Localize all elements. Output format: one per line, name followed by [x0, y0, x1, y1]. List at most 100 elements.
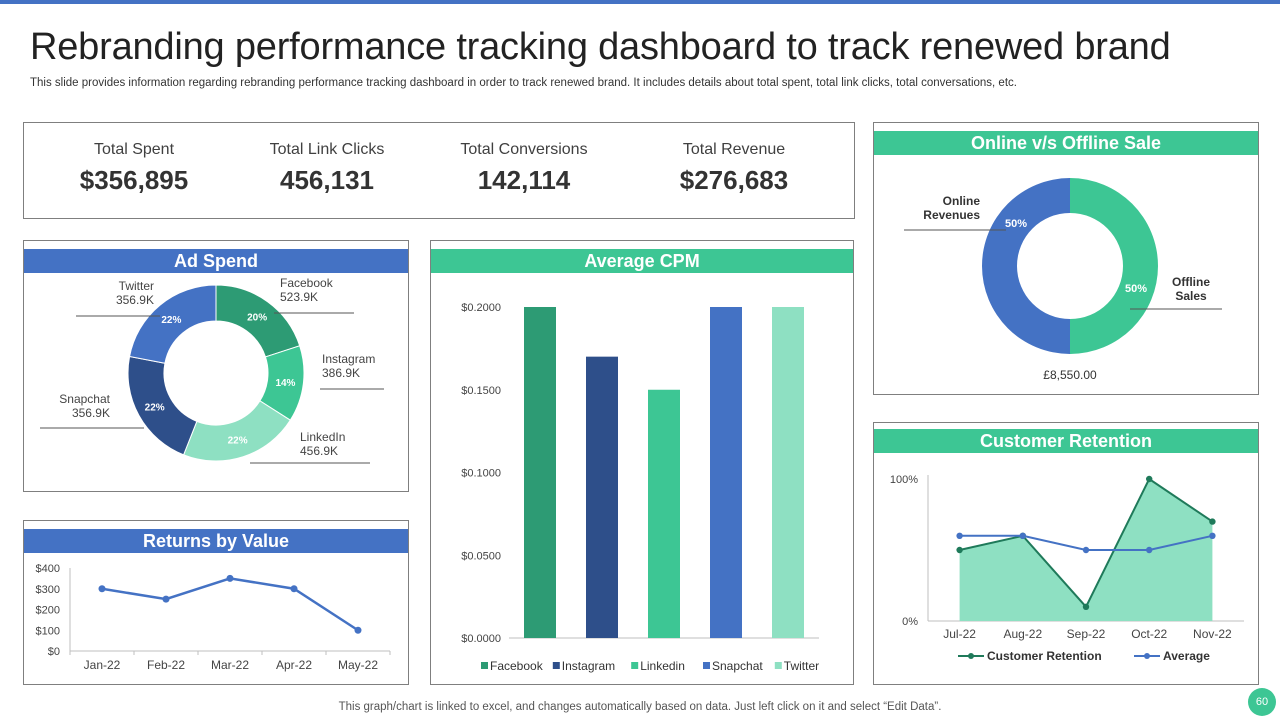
- top-accent-bar: [0, 0, 1280, 4]
- kpi-panel: Total Spent $356,895 Total Link Clicks 4…: [23, 122, 855, 219]
- kpi-value: 456,131: [280, 165, 374, 195]
- retention-y-tick-label: 0%: [902, 616, 918, 628]
- returns-x-tick-label: Apr-22: [276, 658, 312, 672]
- returns-point: [290, 585, 298, 593]
- ad-spend-panel: Ad Spend 20% Facebook 523.9K 14% Instagram 38…: [23, 240, 409, 492]
- retention-point: [1209, 518, 1216, 525]
- page-title: Rebranding performance tracking dashboar…: [30, 26, 1171, 68]
- average-legend-marker: [1144, 653, 1150, 659]
- cpm-y-tick-label: $0.0000: [461, 633, 501, 645]
- page-subtitle: This slide provides information regardin…: [30, 77, 1017, 89]
- ad-spend-title: Ad Spend: [24, 249, 408, 273]
- ad-spend-percent-label: 20%: [247, 312, 267, 323]
- ad-spend-category-label: Facebook: [280, 276, 334, 290]
- average-point: [1019, 532, 1026, 539]
- average-legend-label: Average: [1163, 649, 1210, 663]
- online-percent-label: 50%: [1005, 218, 1027, 230]
- ad-spend-value-label: 386.9K: [322, 366, 360, 380]
- ad-spend-percent-label: 22%: [145, 403, 165, 414]
- kpi-label: Total Conversions: [460, 141, 588, 158]
- online-label-line2: Revenues: [923, 208, 980, 222]
- page-number: 60: [1248, 688, 1276, 716]
- cpm-legend-swatch: [481, 662, 488, 669]
- kpi-label: Total Revenue: [682, 141, 786, 158]
- kpi-total-revenue: Total Revenue $276,683: [634, 123, 834, 196]
- ad-spend-percent-label: 22%: [228, 436, 248, 447]
- returns-y-tick-label: $300: [36, 584, 60, 596]
- average-cpm-panel: Average CPM $0.0000 $0.0500 $0.1000 $0.1500…: [430, 240, 854, 685]
- online-offline-panel: Online v/s Offline Sale 50% 50% Online Reve…: [873, 122, 1259, 395]
- cpm-legend-label: Facebook: [490, 659, 544, 673]
- cpm-legend-swatch: [631, 662, 639, 669]
- cpm-legend-swatch: [774, 662, 782, 669]
- cpm-y-tick-label: $0.0500: [461, 550, 501, 562]
- kpi-total-conversions: Total Conversions 142,114: [424, 123, 624, 196]
- retention-area-fill: [959, 479, 1213, 621]
- cpm-bar-snapchat: [710, 307, 742, 638]
- returns-y-tick-label: $200: [36, 605, 60, 617]
- online-offline-slice-online: [982, 178, 1070, 354]
- kpi-total-link-clicks: Total Link Clicks 456,131: [227, 123, 427, 196]
- offline-percent-label: 50%: [1125, 283, 1147, 295]
- retention-y-tick-label: 100%: [890, 474, 918, 486]
- kpi-label: Total Spent: [93, 141, 175, 158]
- returns-x-tick-label: May-22: [338, 658, 378, 672]
- average-cpm-chart: $0.0000 $0.0500 $0.1000 $0.1500 $0.2000 Faceb…: [461, 302, 819, 673]
- ad-spend-value-label: 356.9K: [116, 293, 154, 307]
- returns-by-value-title: Returns by Value: [24, 529, 408, 553]
- retention-x-tick-label: Jul-22: [943, 627, 976, 641]
- cpm-legend-label: Instagram: [562, 659, 615, 673]
- cpm-legend-label: Twitter: [784, 659, 819, 673]
- retention-x-tick-label: Oct-22: [1131, 627, 1167, 641]
- returns-x-tick-label: Mar-22: [211, 658, 249, 672]
- cpm-bar-facebook: [524, 307, 556, 638]
- average-point: [1146, 546, 1153, 554]
- returns-y-tick-label: $400: [36, 563, 60, 575]
- returns-x-tick-label: Jan-22: [84, 658, 121, 672]
- kpi-value: $356,895: [79, 165, 189, 195]
- footer-note: This graph/chart is linked to excel, and…: [338, 701, 942, 713]
- ad-spend-percent-label: 22%: [161, 315, 181, 326]
- cpm-bar-linkedin: [648, 389, 680, 638]
- ad-spend-value-label: 523.9K: [280, 290, 318, 304]
- retention-point: [956, 546, 963, 554]
- ad-spend-percent-label: 14%: [275, 378, 295, 389]
- ad-spend-value-label: 456.9K: [300, 444, 338, 458]
- online-offline-slice-offline: [1070, 178, 1158, 354]
- ad-spend-value-label: 356.9K: [72, 406, 110, 420]
- online-offline-total-label: £8,550.00: [1043, 368, 1097, 382]
- retention-point: [1082, 603, 1090, 610]
- retention-legend-label: Customer Retention: [987, 649, 1102, 663]
- returns-series-line: [101, 577, 359, 632]
- cpm-bar-twitter: [772, 307, 804, 638]
- ad-spend-category-label: LinkedIn: [300, 430, 345, 444]
- cpm-legend-label: Snapchat: [712, 659, 763, 673]
- returns-y-tick-label: $0: [48, 646, 60, 658]
- customer-retention-chart: 0% 100% Jul-22 Aug-22 Sep-22 Oct-22 Nov-22 Cust…: [890, 474, 1244, 663]
- retention-x-tick-label: Sep-22: [1067, 627, 1106, 641]
- average-point: [956, 532, 963, 539]
- ad-spend-slice-linkedin: [182, 400, 291, 462]
- customer-retention-title: Customer Retention: [874, 429, 1258, 453]
- returns-point: [226, 574, 234, 582]
- online-offline-title: Online v/s Offline Sale: [874, 131, 1258, 155]
- retention-x-tick-label: Nov-22: [1193, 627, 1232, 641]
- retention-legend-marker: [968, 653, 974, 659]
- cpm-legend-swatch: [552, 662, 560, 669]
- kpi-value: $276,683: [679, 165, 789, 195]
- online-label-line1: Online: [943, 194, 981, 208]
- cpm-y-tick-label: $0.2000: [461, 302, 501, 314]
- returns-point: [162, 595, 170, 603]
- average-cpm-title: Average CPM: [431, 249, 853, 273]
- retention-point: [1146, 475, 1153, 483]
- ad-spend-slice-twitter: [128, 284, 217, 364]
- returns-by-value-chart: $0 $100 $200 $300 $400 Jan-22 Feb-22 Mar-22 Apr-…: [36, 563, 391, 672]
- ad-spend-category-label: Snapchat: [59, 392, 110, 406]
- ad-spend-category-label: Instagram: [322, 352, 375, 366]
- average-point: [1082, 546, 1090, 554]
- customer-retention-panel: Customer Retention 0% 100% Jul-22 Aug-22 Sep…: [873, 422, 1259, 685]
- average-point: [1209, 532, 1216, 539]
- returns-point: [354, 626, 362, 634]
- cpm-y-tick-label: $0.1500: [461, 385, 501, 397]
